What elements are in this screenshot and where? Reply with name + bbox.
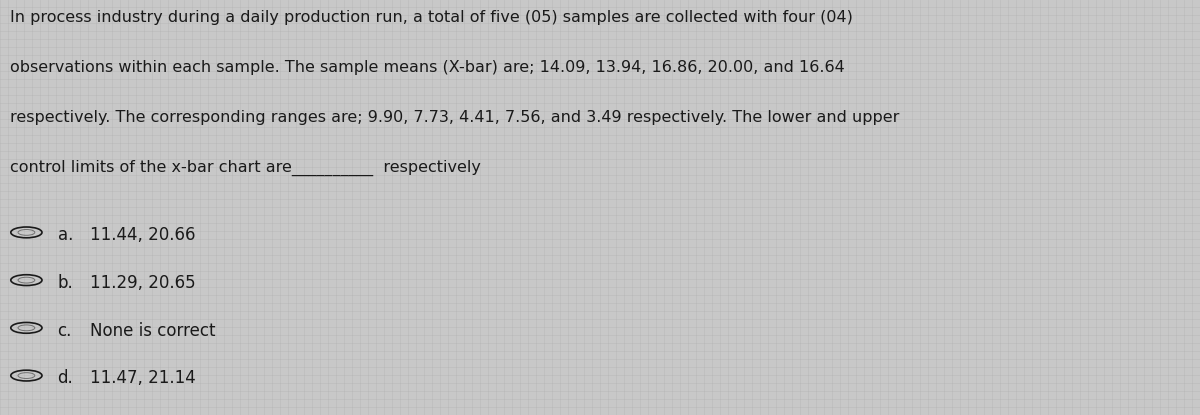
Text: a.: a. bbox=[58, 226, 73, 244]
Text: b.: b. bbox=[58, 274, 73, 292]
Text: In process industry during a daily production run, a total of five (05) samples : In process industry during a daily produ… bbox=[10, 10, 852, 25]
Text: 11.47, 21.14: 11.47, 21.14 bbox=[90, 369, 196, 387]
Text: 11.29, 20.65: 11.29, 20.65 bbox=[90, 274, 196, 292]
Text: d.: d. bbox=[58, 369, 73, 387]
Text: respectively. The corresponding ranges are; 9.90, 7.73, 4.41, 7.56, and 3.49 res: respectively. The corresponding ranges a… bbox=[10, 110, 899, 125]
Text: control limits of the x-bar chart are__________  respectively: control limits of the x-bar chart are___… bbox=[10, 160, 480, 176]
Text: c.: c. bbox=[58, 322, 72, 339]
Text: None is correct: None is correct bbox=[90, 322, 216, 339]
Text: 11.44, 20.66: 11.44, 20.66 bbox=[90, 226, 196, 244]
Text: observations within each sample. The sample means (X-bar) are; 14.09, 13.94, 16.: observations within each sample. The sam… bbox=[10, 60, 845, 75]
